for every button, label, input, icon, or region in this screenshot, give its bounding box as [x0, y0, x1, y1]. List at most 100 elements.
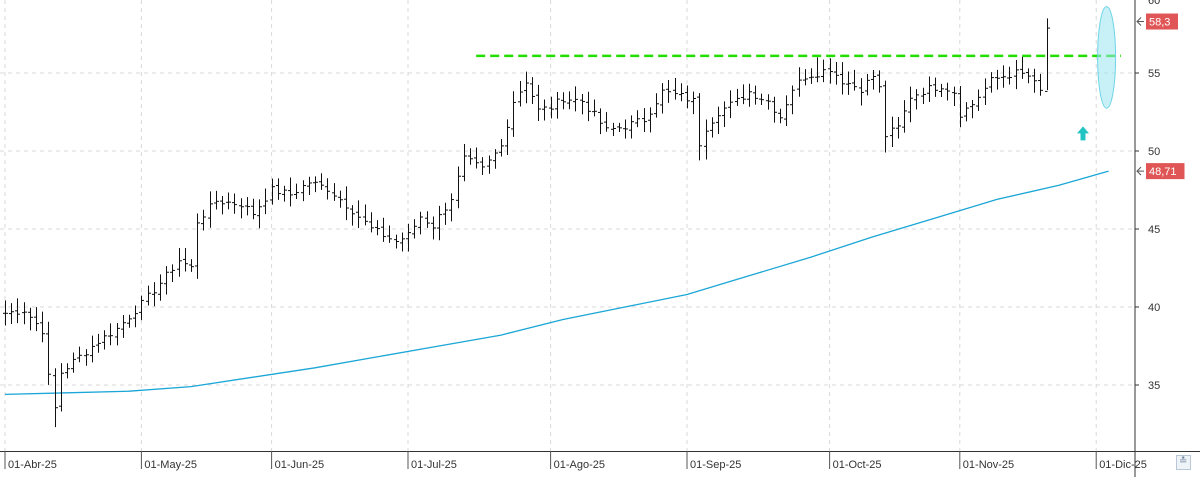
ohlc-bar [871, 69, 876, 90]
ohlc-bar [46, 321, 51, 385]
ohlc-bar [425, 211, 430, 228]
ohlc-bar [549, 96, 554, 119]
ohlc-bar [939, 83, 944, 98]
ohlc-bar [902, 100, 907, 133]
ohlc-bar [753, 85, 758, 105]
ohlc-bar [257, 199, 262, 229]
ohlc-bar [611, 122, 616, 136]
x-tick-label: 01-May-25 [144, 459, 197, 471]
ohlc-bar [505, 119, 510, 155]
ohlc-bar [617, 122, 622, 132]
ohlc-bar [226, 192, 231, 210]
ohlc-bar [208, 191, 213, 228]
ohlc-bar [759, 93, 764, 105]
y-tick-label: 35 [1148, 380, 1160, 392]
price-bars [3, 18, 1050, 428]
ohlc-bar [462, 144, 467, 182]
ohlc-bar [685, 85, 690, 109]
ohlc-bar [319, 173, 324, 190]
ohlc-bar [883, 80, 888, 153]
price-tag: 48,71 [1136, 163, 1185, 180]
ohlc-bar [821, 59, 826, 83]
ohlc-bar [387, 225, 392, 243]
ohlc-bar [964, 102, 969, 122]
ohlc-bar [90, 335, 95, 363]
y-axis-ticks: 35 40 45 50 55 60 [1135, 0, 1160, 392]
ohlc-bar [561, 92, 566, 110]
ohlc-bar [288, 177, 293, 207]
ohlc-bar [766, 94, 771, 110]
ohlc-bar [803, 69, 808, 86]
ohlc-bar [412, 219, 417, 239]
ohlc-bar [1020, 56, 1025, 79]
ohlc-bar [691, 91, 696, 115]
ohlc-bar [394, 234, 399, 249]
ohlc-bar [989, 72, 994, 93]
ohlc-bar [1038, 73, 1043, 96]
ohlc-bar [976, 89, 981, 111]
ohlc-bar [121, 315, 126, 338]
ohlc-bar [177, 248, 182, 277]
ohlc-bar [735, 88, 740, 106]
highlight-ellipse [1097, 6, 1117, 109]
scroll-expand-button[interactable]: ≛ [1176, 455, 1191, 470]
ohlc-bar [908, 86, 913, 123]
ohlc-bar [983, 78, 988, 106]
ohlc-bar [567, 91, 572, 110]
ohlc-bar [189, 259, 194, 272]
ohlc-bar [480, 157, 485, 176]
ohlc-bar [778, 108, 783, 124]
moving-average-line [4, 170, 1109, 396]
ohlc-bar [834, 61, 839, 85]
ohlc-bar [443, 202, 448, 225]
ohlc-bar [307, 176, 312, 195]
ohlc-bar [40, 311, 45, 343]
x-tick-label: 01-Jul-25 [411, 459, 457, 471]
ohlc-bar [666, 79, 671, 103]
ohlc-bar [158, 274, 163, 301]
ohlc-bar [555, 91, 560, 119]
ohlc-bar [1001, 65, 1006, 88]
ohlc-bar [518, 80, 523, 107]
ohlc-bar [276, 178, 281, 200]
y-tick-label: 40 [1148, 302, 1160, 314]
ohlc-bar [772, 96, 777, 123]
ohlc-bar [474, 147, 479, 169]
ohlc-bar [586, 91, 591, 122]
ohlc-bar [214, 190, 219, 210]
ohlc-bar [890, 116, 895, 147]
ohlc-bar [437, 205, 442, 241]
ohlc-bar [865, 73, 870, 96]
ohlc-bar [9, 303, 14, 325]
ohlc-bar [840, 62, 845, 95]
ohlc-bar [642, 108, 647, 133]
ohlc-bar [921, 87, 926, 105]
x-axis-ticks: 01-Abr-25 01-May-25 01-Jun-25 01-Jul-25 01-A… [4, 451, 1147, 471]
ohlc-bar [846, 71, 851, 95]
ohlc-bar [815, 57, 820, 83]
ohlc-bar [400, 232, 405, 252]
ohlc-bar [747, 83, 752, 107]
ohlc-bar [828, 58, 833, 84]
ohlc-bar [232, 193, 237, 214]
ohlc-bar [797, 67, 802, 97]
x-tick-label: 01-Sep-25 [690, 459, 741, 471]
ohlc-bar [728, 90, 733, 119]
ohlc-bar [573, 86, 578, 112]
ohlc-bar [536, 84, 541, 122]
double-chevron-icon: ≛ [1179, 456, 1188, 467]
ohlc-bar [1032, 68, 1037, 93]
ohlc-bar [945, 82, 950, 101]
ohlc-bar [1045, 18, 1050, 92]
ohlc-bar [356, 200, 361, 229]
ohlc-bar [381, 217, 386, 242]
ohlc-bar [406, 223, 411, 252]
ohlc-bar [108, 323, 113, 346]
ohlc-bar [115, 322, 120, 346]
ohlc-bar [635, 110, 640, 128]
ohlc-bar [859, 78, 864, 106]
ohlc-bar [896, 116, 901, 139]
